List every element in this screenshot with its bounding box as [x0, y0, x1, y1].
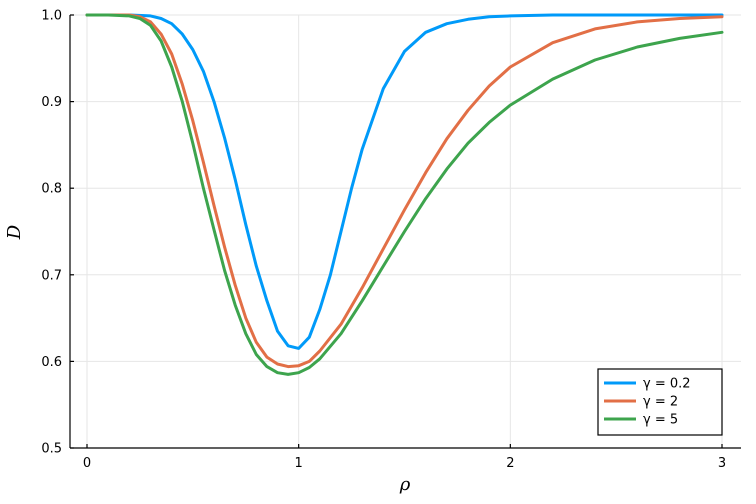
y-tick-label: 0.8: [41, 182, 62, 197]
y-tick-label: 1.0: [41, 9, 62, 24]
x-tick-label: 0: [83, 456, 91, 471]
y-tick-label: 0.9: [41, 95, 62, 110]
y-axis-label: D: [4, 224, 25, 240]
legend-label-2: γ = 2: [643, 395, 678, 410]
series-line-3: [85, 13, 724, 376]
y-tick-label: 0.6: [41, 355, 62, 370]
series-line-1: [85, 13, 724, 350]
x-tick-label: 1: [295, 456, 303, 471]
series-lines: [85, 13, 724, 376]
legend: γ = 0.2 γ = 2 γ = 5: [597, 368, 723, 436]
legend-label-3: γ = 5: [643, 413, 678, 428]
x-tick-label: 2: [506, 456, 514, 471]
tick-labels: 0 1 2 3 0.5 0.6 0.7 0.8 0.9 1.0: [41, 9, 726, 472]
legend-label-1: γ = 0.2: [643, 377, 691, 392]
x-axis-label: ρ: [399, 474, 411, 495]
x-tick-label: 3: [718, 456, 726, 471]
y-tick-label: 0.5: [41, 442, 62, 457]
y-tick-label: 0.7: [41, 268, 62, 283]
axes: [69, 14, 741, 449]
series-line-2: [85, 13, 724, 369]
